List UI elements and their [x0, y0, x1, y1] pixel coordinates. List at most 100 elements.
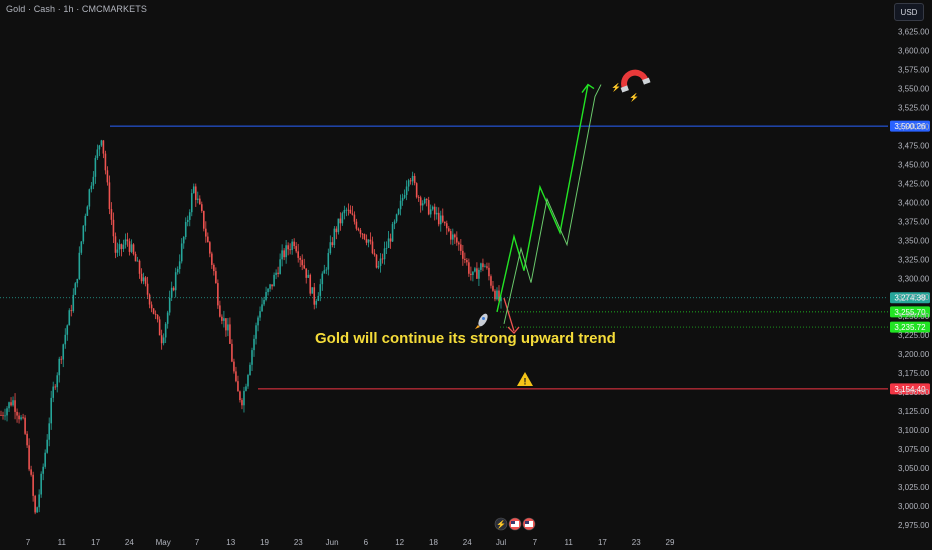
candle — [223, 310, 225, 328]
magnet-tip-left — [620, 85, 629, 93]
candle — [38, 489, 40, 513]
candle — [227, 317, 229, 337]
candle — [98, 144, 101, 157]
candle-body — [174, 272, 177, 291]
candle — [277, 266, 279, 278]
down-arrow-head — [507, 326, 520, 335]
candle — [257, 315, 259, 332]
candle-body — [253, 338, 255, 351]
candle — [470, 266, 472, 281]
candle-body — [405, 186, 408, 196]
candle-body — [14, 400, 16, 412]
candle-body — [20, 417, 22, 420]
candle — [253, 334, 255, 357]
candle-body — [132, 244, 135, 254]
candle — [46, 434, 48, 454]
y-tick-label: 3,375.00 — [898, 217, 930, 226]
candle — [205, 221, 207, 243]
candle — [337, 218, 340, 235]
target-path-primary — [496, 84, 589, 313]
level-price-tag — [890, 292, 930, 304]
candle-body — [142, 277, 145, 282]
candle-body — [203, 210, 205, 229]
candle — [176, 266, 179, 275]
candle — [160, 329, 163, 350]
candle — [367, 239, 370, 248]
candle-body — [86, 206, 89, 216]
candle-body — [393, 221, 396, 225]
candle — [287, 242, 289, 256]
event-symbol: ⚡ — [496, 519, 506, 529]
candle — [309, 273, 312, 296]
candle-body — [437, 212, 440, 225]
candle-body — [496, 290, 498, 300]
candle — [291, 238, 293, 255]
candle-body — [498, 290, 500, 302]
candle — [50, 390, 53, 430]
candle — [68, 308, 71, 326]
candle — [303, 258, 306, 270]
candle — [158, 316, 161, 336]
candle — [40, 471, 42, 498]
candle-body — [66, 325, 69, 335]
candle-body — [26, 433, 28, 446]
level-price-tag — [890, 120, 930, 132]
candle-body — [130, 244, 133, 252]
candle — [331, 237, 334, 248]
time-axis[interactable]: 7 11 17 24 May 7 13 19 23 Jun 6 12 18 24 Jul 7 11 17 23 29 — [26, 538, 675, 547]
candle — [494, 289, 496, 302]
candle — [192, 183, 195, 194]
candle — [42, 463, 44, 481]
horizontal-levels: 3,500.26 3,274.38 3,255.70 3,235.72 3,154.40 — [0, 120, 930, 395]
x-tick-label: 18 — [429, 538, 438, 547]
candle-body — [138, 260, 141, 274]
price-axis[interactable]: 2,975.00 3,000.00 3,025.00 3,050.00 3,075.00… — [898, 27, 930, 530]
x-tick-label: 7 — [533, 538, 538, 547]
candle-body — [361, 233, 364, 235]
candle-body — [100, 140, 103, 146]
y-tick-label: 3,100.00 — [898, 426, 930, 435]
candle-body — [88, 189, 91, 207]
candle-body — [466, 259, 468, 263]
candle-body — [82, 225, 85, 242]
flag-canton — [525, 521, 529, 524]
candle-body — [407, 180, 410, 187]
y-tick-label: 3,050.00 — [898, 464, 930, 473]
candle — [233, 358, 235, 374]
y-tick-label: 3,200.00 — [898, 350, 930, 359]
candle-body — [439, 215, 442, 225]
candle — [482, 258, 484, 272]
candle — [142, 272, 145, 285]
y-tick-label: 3,450.00 — [898, 160, 930, 169]
candle-body — [24, 417, 26, 434]
candle-body — [152, 308, 155, 314]
candle-body — [275, 272, 277, 275]
candle-body — [449, 231, 452, 240]
candle — [343, 205, 346, 220]
candle-body — [468, 262, 470, 274]
y-tick-label: 3,625.00 — [898, 27, 930, 36]
candle-body — [221, 316, 223, 321]
candle — [468, 258, 470, 277]
candle — [211, 251, 213, 269]
candle — [154, 310, 157, 320]
candle-body — [313, 287, 316, 305]
candle-body — [186, 219, 189, 222]
candle-body — [375, 254, 378, 268]
candle — [435, 206, 438, 220]
candle — [86, 205, 89, 216]
candle — [213, 263, 215, 276]
candle-body — [108, 182, 111, 210]
candle-body — [243, 390, 245, 406]
y-tick-label: 3,025.00 — [898, 483, 930, 492]
candle-body — [349, 209, 352, 214]
y-tick-label: 3,000.00 — [898, 502, 930, 511]
candle-body — [417, 197, 420, 198]
candle-body — [460, 244, 462, 251]
candle — [263, 296, 265, 307]
candle-body — [411, 175, 414, 182]
currency-button[interactable]: USD — [894, 3, 924, 21]
candle-body — [235, 371, 237, 382]
candle — [347, 203, 350, 216]
